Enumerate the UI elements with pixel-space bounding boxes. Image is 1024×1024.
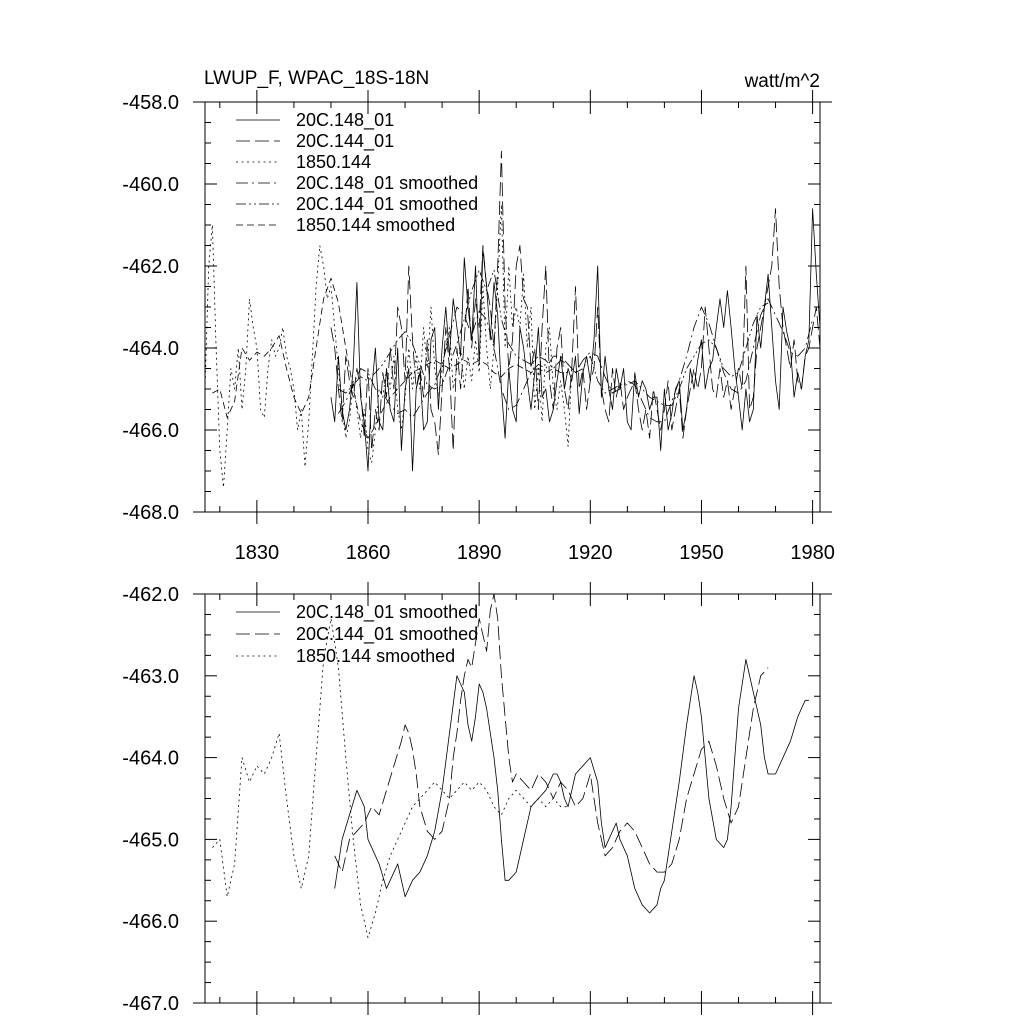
bottom-legend-label: 20C.148_01 smoothed	[296, 602, 478, 623]
bottom-y-tick-label: -466.0	[122, 911, 179, 933]
top-plot-area: -458.0 -460.0 -462.0 -464.0 -466.0 -468.0 1830…	[122, 90, 835, 564]
top-x-tick-label: 1980	[790, 542, 835, 564]
bottom-panel: -462.0 -463.0 -464.0 -465.0 -466.0 -467.0 20C.…	[122, 582, 832, 1015]
top-y-tick-label: -460.0	[122, 174, 179, 196]
top-legend-label: 20C.148_01	[296, 110, 394, 131]
top-series-line-3	[204, 204, 573, 488]
top-series-line-6	[212, 277, 569, 439]
top-y-tick-label: -458.0	[122, 92, 179, 114]
bottom-legend-label: 1850.144 smoothed	[296, 646, 455, 666]
top-x-tick-label: 1950	[679, 542, 724, 564]
bottom-y-tick-label: -463.0	[122, 666, 179, 688]
top-x-tick-label: 1860	[346, 542, 391, 564]
top-y-tick-label: -466.0	[122, 420, 179, 442]
top-y-tick-label: -464.0	[122, 338, 179, 360]
top-legend-label: 20C.148_01 smoothed	[296, 173, 478, 194]
top-x-tick-label: 1890	[457, 542, 502, 564]
bottom-legend-label: 20C.144_01 smoothed	[296, 624, 478, 645]
top-legend-label: 1850.144 smoothed	[296, 215, 455, 235]
top-series-line-5	[338, 269, 769, 406]
bottom-y-tick-label: -465.0	[122, 829, 179, 851]
bottom-plot-area: -462.0 -463.0 -464.0 -465.0 -466.0 -467.0 20C.…	[122, 582, 832, 1015]
bottom-series-line-3	[212, 618, 569, 938]
top-chart-title: LWUP_F, WPAC_18S-18N	[204, 68, 429, 89]
top-panel: LWUP_F, WPAC_18S-18N watt/m^2 -458.0 -460…	[122, 68, 835, 564]
bottom-series-line-1	[334, 659, 809, 914]
top-y-tick-label: -468.0	[122, 502, 179, 524]
bottom-y-tick-label: -462.0	[122, 584, 179, 606]
top-chart-units: watt/m^2	[744, 71, 820, 92]
bottom-series-line-2	[334, 593, 769, 873]
bottom-y-tick-label: -464.0	[122, 748, 179, 770]
top-series-line-4	[338, 298, 813, 423]
top-series-line-1	[330, 208, 821, 472]
bottom-y-tick-label: -467.0	[122, 993, 179, 1015]
top-legend-label: 1850.144	[296, 152, 371, 172]
top-series-line-2	[330, 150, 821, 456]
top-legend-label: 20C.144_01	[296, 131, 394, 152]
top-y-tick-label: -462.0	[122, 256, 179, 278]
top-x-tick-label: 1920	[568, 542, 613, 564]
top-x-tick-label: 1830	[235, 542, 280, 564]
top-legend-label: 20C.144_01 smoothed	[296, 194, 478, 215]
